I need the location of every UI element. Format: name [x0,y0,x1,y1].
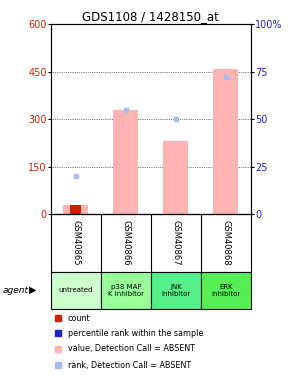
Bar [51,272,101,309]
Text: untreated: untreated [59,287,93,293]
Text: value, Detection Call = ABSENT: value, Detection Call = ABSENT [68,344,195,353]
Bar [63,204,88,214]
Text: rank, Detection Call = ABSENT: rank, Detection Call = ABSENT [68,361,191,370]
Title: GDS1108 / 1428150_at: GDS1108 / 1428150_at [82,10,219,23]
Bar [70,204,81,214]
Bar [201,272,251,309]
Bar [213,69,238,214]
Text: GSM40866: GSM40866 [121,220,130,266]
Bar [151,272,201,309]
Text: GSM40868: GSM40868 [221,220,230,266]
Bar [163,141,188,214]
Text: GSM40867: GSM40867 [171,220,180,266]
Bar [101,272,151,309]
Text: percentile rank within the sample: percentile rank within the sample [68,329,203,338]
Text: count: count [68,314,90,323]
Text: ERK
inhibitor: ERK inhibitor [211,284,240,297]
Bar [113,110,138,214]
Text: ▶: ▶ [29,285,37,295]
Text: p38 MAP
K inhibitor: p38 MAP K inhibitor [108,284,144,297]
Text: JNK
inhibitor: JNK inhibitor [161,284,191,297]
Text: agent: agent [3,286,29,295]
Text: GSM40865: GSM40865 [71,220,80,266]
